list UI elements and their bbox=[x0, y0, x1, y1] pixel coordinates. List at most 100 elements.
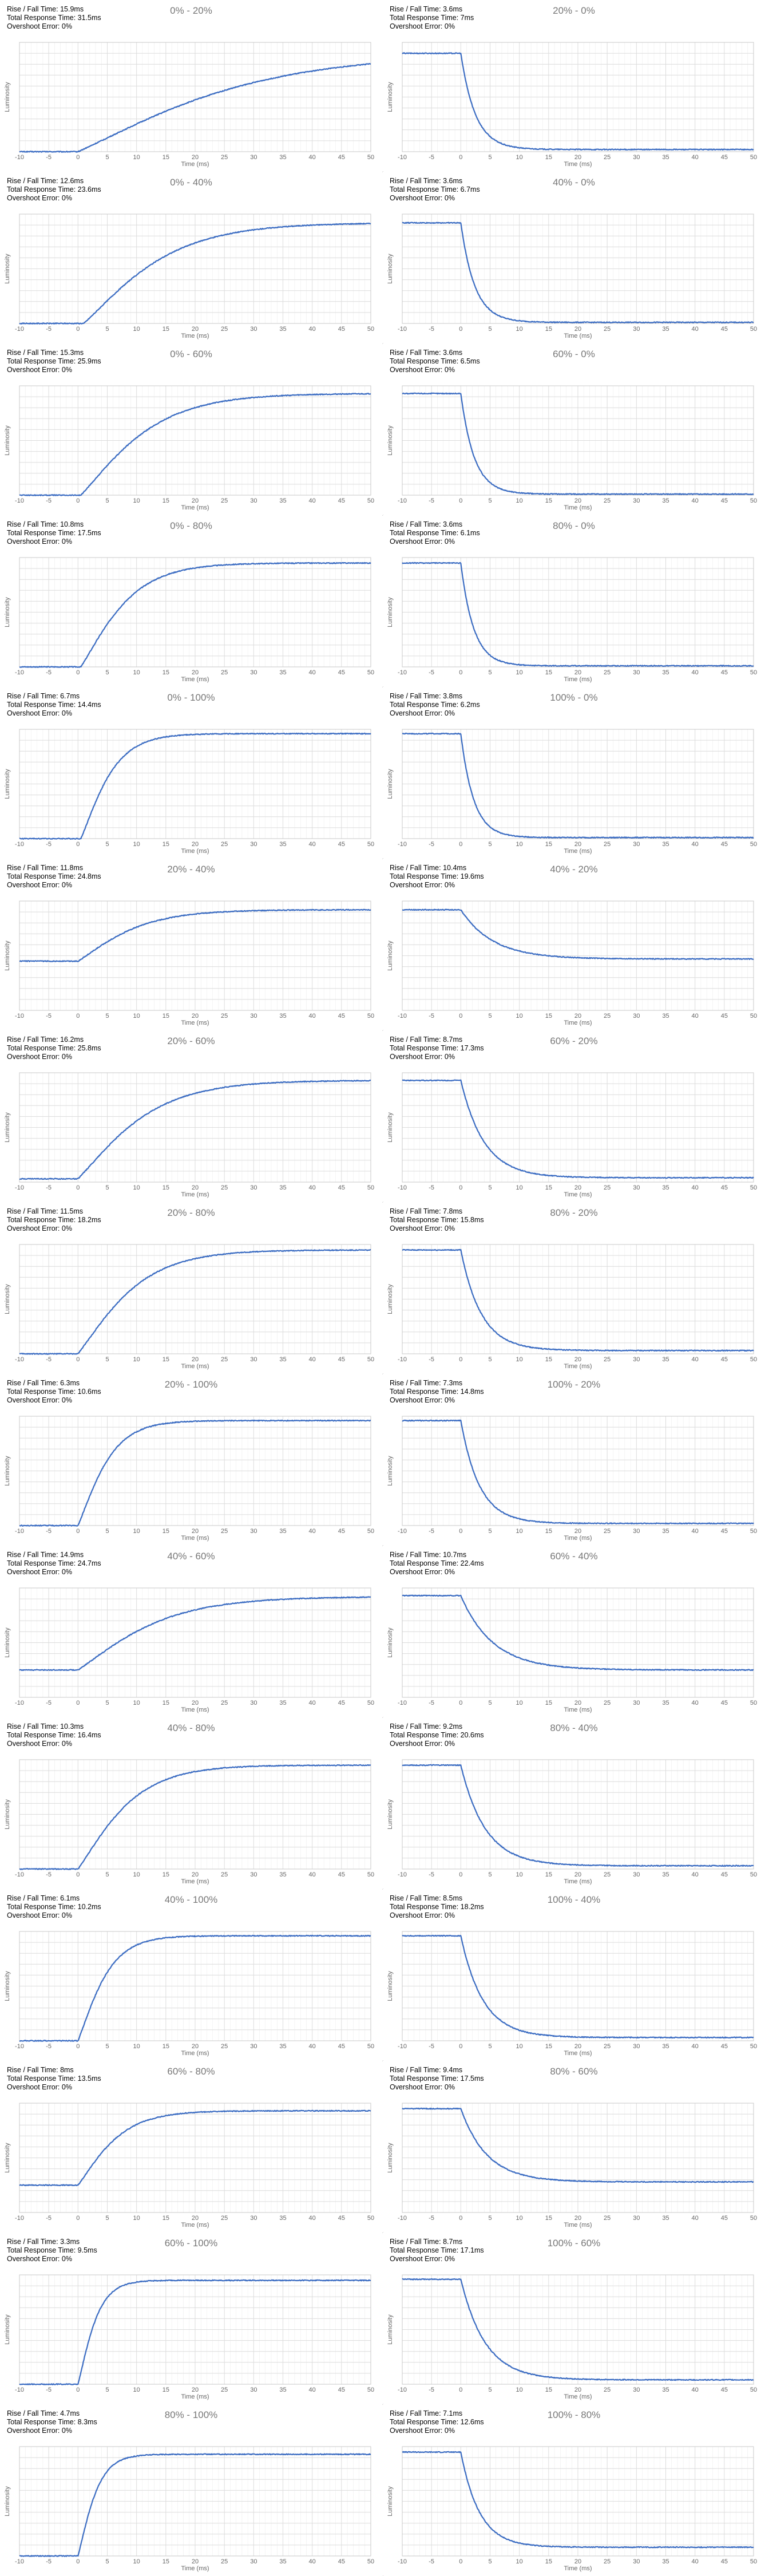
x-axis-label: Time (ms) bbox=[181, 2393, 209, 2400]
stat-overshoot-error: Overshoot Error: 0% bbox=[7, 2255, 72, 2263]
x-tick-label: 20 bbox=[192, 2558, 199, 2565]
x-tick-label: 25 bbox=[604, 1013, 611, 1020]
y-axis-label: Luminosity bbox=[4, 769, 11, 799]
x-tick-label: 5 bbox=[105, 1013, 109, 1020]
chart-title: 40% - 60% bbox=[167, 1551, 215, 1562]
stat-rise-fall-time: Rise / Fall Time: 3.6ms bbox=[390, 349, 462, 357]
x-tick-label: 30 bbox=[633, 1871, 640, 1878]
response-curve bbox=[19, 1764, 371, 1870]
chart-title: 60% - 80% bbox=[167, 2066, 215, 2077]
row-divider bbox=[0, 1717, 765, 1718]
x-axis-label: Time (ms) bbox=[564, 333, 592, 339]
x-tick-label: 20 bbox=[192, 2043, 199, 2050]
x-tick-label: 10 bbox=[133, 154, 140, 161]
x-tick-label: 35 bbox=[662, 1871, 669, 1878]
stat-rise-fall-time: Rise / Fall Time: 8.7ms bbox=[390, 1036, 462, 1044]
x-tick-label: 25 bbox=[221, 841, 228, 848]
x-tick-label: 10 bbox=[516, 841, 523, 848]
x-tick-label: 35 bbox=[662, 154, 669, 161]
stat-rise-fall-time: Rise / Fall Time: 8.7ms bbox=[390, 2238, 462, 2246]
x-tick-label: 40 bbox=[309, 669, 316, 676]
x-tick-label: 20 bbox=[574, 154, 581, 161]
x-tick-label: 20 bbox=[192, 1356, 199, 1363]
x-tick-label: 40 bbox=[692, 154, 699, 161]
x-tick-label: -10 bbox=[15, 154, 24, 161]
stat-total-response-time: Total Response Time: 19.6ms bbox=[390, 872, 484, 880]
stat-overshoot-error: Overshoot Error: 0% bbox=[390, 881, 455, 889]
x-tick-label: 40 bbox=[692, 2387, 699, 2393]
x-tick-label: 30 bbox=[633, 326, 640, 333]
response-curve bbox=[402, 2107, 754, 2183]
x-tick-label: 50 bbox=[367, 2043, 374, 2050]
x-tick-label: 45 bbox=[721, 2387, 728, 2393]
x-tick-label: 50 bbox=[750, 841, 757, 848]
plot-border bbox=[402, 42, 754, 152]
chart-panel: Rise / Fall Time: 8.5ms Total Response Ti… bbox=[383, 1889, 765, 2060]
x-tick-label: 30 bbox=[250, 2215, 257, 2222]
chart-title: 80% - 60% bbox=[550, 2066, 597, 2077]
chart-panel: Rise / Fall Time: 6.1ms Total Response Ti… bbox=[0, 1889, 382, 2060]
x-axis-label: Time (ms) bbox=[181, 333, 209, 339]
x-tick-label: 25 bbox=[604, 1700, 611, 1706]
x-tick-label: 30 bbox=[633, 2043, 640, 2050]
x-tick-label: -10 bbox=[15, 2043, 24, 2050]
plot-border bbox=[402, 1587, 754, 1698]
x-tick-label: 20 bbox=[192, 154, 199, 161]
x-tick-label: 30 bbox=[250, 1013, 257, 1020]
x-tick-label: 25 bbox=[221, 1013, 228, 1020]
row-divider bbox=[0, 1030, 765, 1031]
x-tick-label: 45 bbox=[338, 1013, 345, 1020]
x-tick-label: -10 bbox=[398, 326, 407, 333]
x-tick-label: 35 bbox=[662, 2043, 669, 2050]
stat-rise-fall-time: Rise / Fall Time: 7.3ms bbox=[390, 1379, 462, 1387]
x-tick-label: 15 bbox=[545, 2558, 552, 2565]
stat-total-response-time: Total Response Time: 25.9ms bbox=[7, 357, 101, 365]
x-tick-label: 50 bbox=[367, 326, 374, 333]
x-tick-label: -10 bbox=[15, 2215, 24, 2222]
x-tick-label: 0 bbox=[76, 1871, 80, 1878]
x-tick-label: -5 bbox=[46, 1184, 51, 1191]
x-tick-label: 15 bbox=[545, 1700, 552, 1706]
x-tick-label: 30 bbox=[633, 841, 640, 848]
chart-panel: Rise / Fall Time: 10.3ms Total Response T… bbox=[0, 1717, 382, 1888]
plot-border bbox=[402, 1072, 754, 1183]
x-tick-label: -10 bbox=[398, 154, 407, 161]
x-tick-label: 45 bbox=[721, 841, 728, 848]
x-tick-label: 20 bbox=[192, 1871, 199, 1878]
x-tick-label: 20 bbox=[574, 2558, 581, 2565]
x-tick-label: 5 bbox=[488, 1184, 491, 1191]
response-curve bbox=[402, 1419, 754, 1525]
plot-border bbox=[402, 729, 754, 839]
x-tick-label: -5 bbox=[46, 1871, 51, 1878]
x-tick-label: 15 bbox=[162, 1356, 169, 1363]
response-curve bbox=[19, 1079, 371, 1180]
x-tick-label: 0 bbox=[76, 1528, 80, 1535]
x-tick-label: 15 bbox=[545, 1013, 552, 1020]
y-axis-label: Luminosity bbox=[387, 1112, 394, 1143]
plot-border bbox=[19, 1416, 371, 1526]
response-curve bbox=[402, 2278, 754, 2381]
response-curve bbox=[19, 63, 371, 153]
x-tick-label: -5 bbox=[46, 841, 51, 848]
y-axis-label: Luminosity bbox=[4, 2143, 11, 2173]
chart-panel: Rise / Fall Time: 9.2ms Total Response Ti… bbox=[383, 1717, 765, 1888]
x-tick-label: 20 bbox=[574, 1013, 581, 1020]
plot-border bbox=[402, 2103, 754, 2213]
chart-title: 60% - 0% bbox=[553, 349, 595, 359]
x-tick-label: 20 bbox=[192, 841, 199, 848]
x-tick-label: 50 bbox=[367, 2387, 374, 2393]
x-tick-label: 0 bbox=[459, 1528, 462, 1535]
x-tick-label: 0 bbox=[459, 1184, 462, 1191]
x-tick-label: 30 bbox=[633, 2558, 640, 2565]
x-tick-label: 20 bbox=[192, 669, 199, 676]
stat-rise-fall-time: Rise / Fall Time: 8.5ms bbox=[390, 1894, 462, 1902]
x-tick-label: 30 bbox=[250, 326, 257, 333]
stat-rise-fall-time: Rise / Fall Time: 3.6ms bbox=[390, 177, 462, 185]
stat-rise-fall-time: Rise / Fall Time: 11.5ms bbox=[7, 1207, 83, 1215]
